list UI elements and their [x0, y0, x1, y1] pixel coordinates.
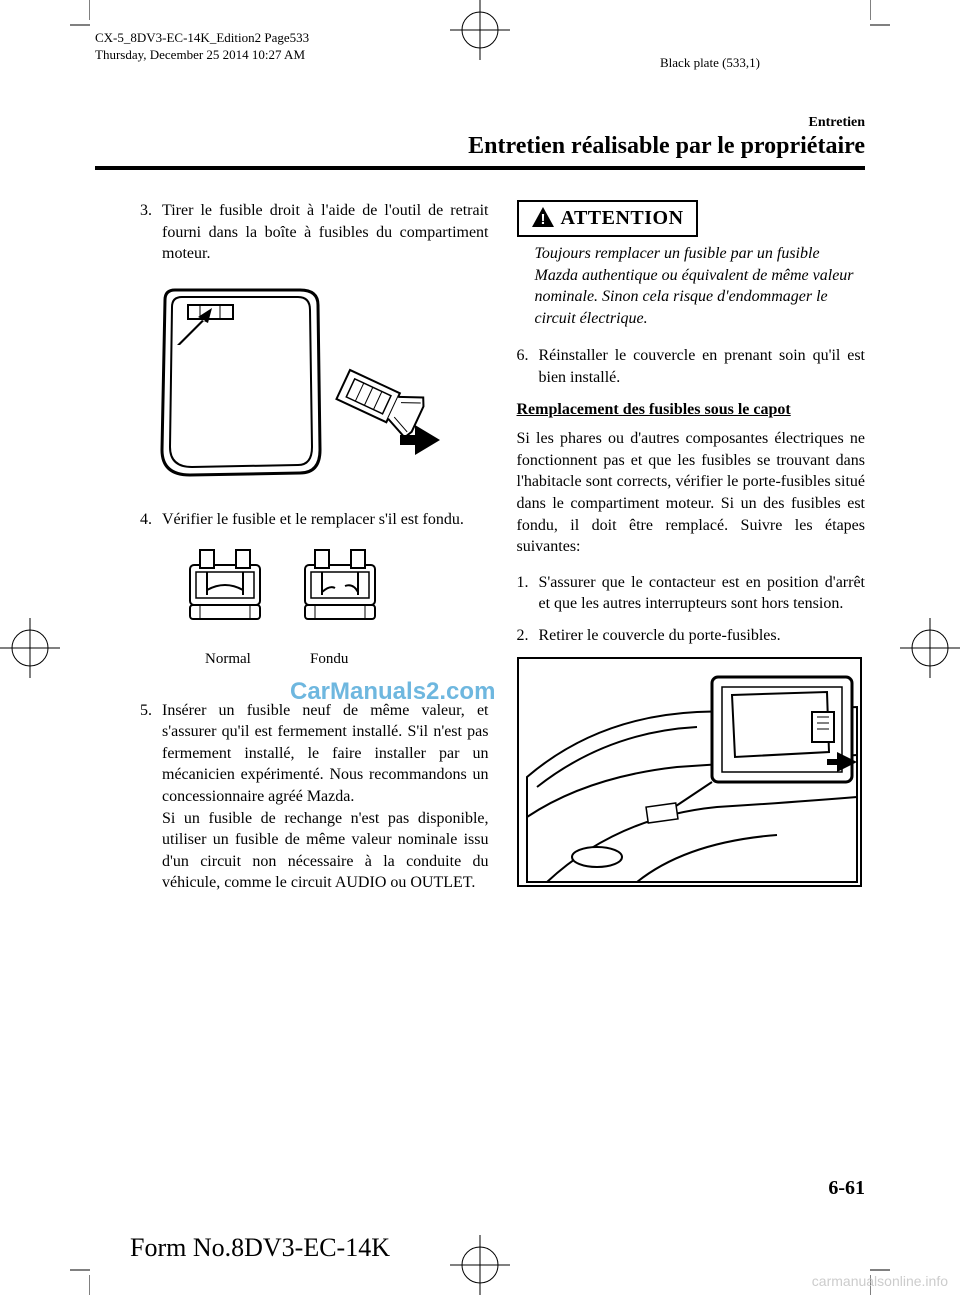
doc-id: CX-5_8DV3-EC-14K_Edition2 Page533	[95, 30, 309, 47]
step-number: 3.	[140, 200, 162, 265]
section-title: Entretien réalisable par le propriétaire	[95, 133, 865, 160]
reg-mark-right	[900, 618, 960, 678]
hood-step-2: 2. Retirer le couvercle du porte-fusible…	[517, 625, 866, 647]
crop-bl	[60, 1265, 90, 1295]
step-4: 4. Vérifier le fusible et le remplacer s…	[140, 509, 489, 531]
black-plate-label: Black plate (533,1)	[660, 55, 760, 71]
form-number: Form No.8DV3-EC-14K	[130, 1233, 390, 1263]
warning-icon: !	[531, 206, 555, 232]
left-column: 3. Tirer le fusible droit à l'aide de l'…	[140, 200, 489, 904]
step-number: 4.	[140, 509, 162, 531]
fuse-box-figure	[150, 275, 489, 495]
fuse-blown-label: Fondu	[310, 649, 348, 669]
subsection-para: Si les phares ou d'autres composantes él…	[517, 428, 866, 558]
page-number: 6-61	[828, 1177, 865, 1200]
fuse-compare-figure	[170, 540, 489, 635]
step-5: 5. Insérer un fusible neuf de même valeu…	[140, 700, 489, 894]
reg-mark-top	[450, 0, 510, 60]
engine-bay-figure	[517, 657, 866, 887]
fuse-labels: Normal Fondu	[140, 649, 489, 669]
subsection-heading: Remplacement des fusibles sous le capot	[517, 399, 866, 421]
hood-step-1: 1. S'assurer que le contacteur est en po…	[517, 572, 866, 615]
step-number: 5.	[140, 700, 162, 894]
crop-tr	[870, 0, 900, 30]
step-text: Insérer un fusible neuf de même valeur, …	[162, 700, 489, 894]
attention-text: Toujours remplacer un fusible par un fus…	[535, 243, 858, 329]
step-6: 6. Réinstaller le couvercle en prenant s…	[517, 345, 866, 388]
right-column: ! ATTENTION Toujours remplacer un fusibl…	[517, 200, 866, 904]
step-number: 1.	[517, 572, 539, 615]
attention-box: ! ATTENTION	[517, 200, 698, 237]
step-number: 2.	[517, 625, 539, 647]
header-rule	[95, 166, 865, 170]
watermark-footer: carmanualsonline.info	[812, 1273, 948, 1289]
step-text: Vérifier le fusible et le remplacer s'il…	[162, 509, 489, 531]
step-text: Réinstaller le couvercle en prenant soin…	[539, 345, 866, 388]
svg-text:!: !	[540, 211, 545, 228]
header-meta: CX-5_8DV3-EC-14K_Edition2 Page533 Thursd…	[95, 30, 309, 64]
step-text: Retirer le couvercle du porte-fusibles.	[539, 625, 866, 647]
step-number: 6.	[517, 345, 539, 388]
manual-page: CX-5_8DV3-EC-14K_Edition2 Page533 Thursd…	[0, 0, 960, 1295]
category-label: Entretien	[95, 115, 865, 131]
content-columns: 3. Tirer le fusible droit à l'aide de l'…	[140, 200, 865, 904]
attention-label: ATTENTION	[561, 205, 684, 232]
crop-tl	[60, 0, 90, 30]
reg-mark-bottom	[450, 1235, 510, 1295]
doc-timestamp: Thursday, December 25 2014 10:27 AM	[95, 47, 309, 64]
fuse-normal-label: Normal	[205, 649, 310, 669]
step-text: S'assurer que le contacteur est en posit…	[539, 572, 866, 615]
section-header: Entretien Entretien réalisable par le pr…	[95, 115, 865, 170]
reg-mark-left	[0, 618, 60, 678]
step-3: 3. Tirer le fusible droit à l'aide de l'…	[140, 200, 489, 265]
step-text: Tirer le fusible droit à l'aide de l'out…	[162, 200, 489, 265]
